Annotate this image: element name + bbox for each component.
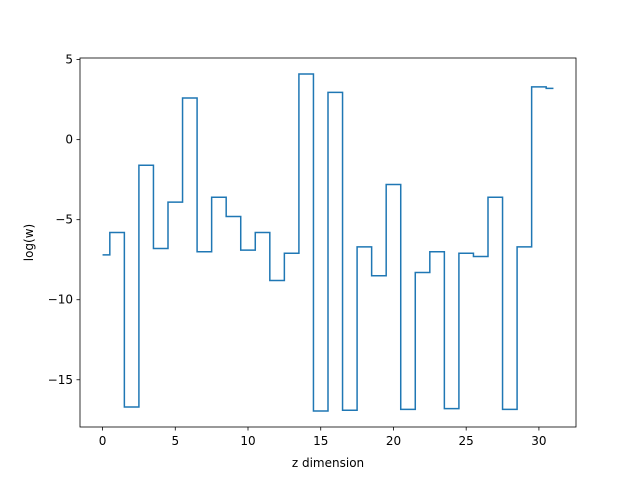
x-tick-label: 20 xyxy=(386,434,401,448)
y-tick-label: −10 xyxy=(48,293,73,307)
x-tick-label: 10 xyxy=(240,434,255,448)
x-tick-label: 0 xyxy=(99,434,107,448)
y-tick-label: 5 xyxy=(65,53,73,67)
y-tick-label: −5 xyxy=(55,213,73,227)
axes-frame xyxy=(79,57,577,428)
series-layer xyxy=(102,73,554,412)
x-tick-label: 30 xyxy=(531,434,546,448)
x-axis-label: z dimension xyxy=(292,456,364,470)
x-tick-label: 15 xyxy=(313,434,328,448)
series-line-0 xyxy=(102,73,554,412)
x-axis-ticks: 0 5 10 15 20 25 30 xyxy=(99,427,547,448)
y-tick-label: 0 xyxy=(65,133,73,147)
y-tick-label: −15 xyxy=(48,373,73,387)
plot-area xyxy=(79,57,577,428)
x-tick-label: 25 xyxy=(459,434,474,448)
x-tick-label: 5 xyxy=(171,434,179,448)
y-axis-ticks: −15 −10 −5 0 5 xyxy=(48,53,80,387)
y-axis-label: log(w) xyxy=(22,224,36,261)
